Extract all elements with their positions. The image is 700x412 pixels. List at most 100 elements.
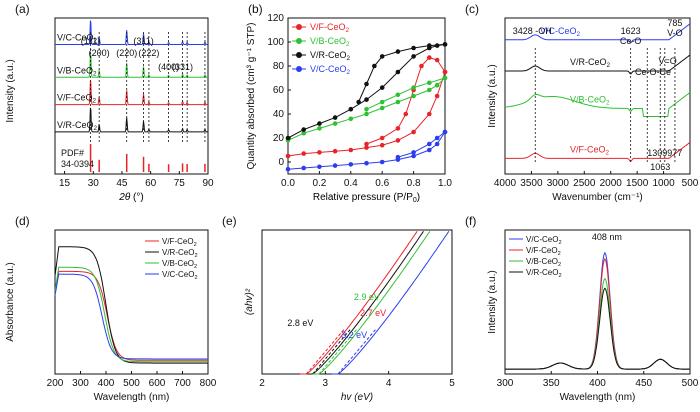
legend-label: V/F-CeO2 <box>162 237 197 248</box>
legend-label: V/R-CeO2 <box>162 248 198 259</box>
data-point <box>427 111 432 117</box>
data-point <box>395 126 401 131</box>
tauc-trace <box>300 231 418 375</box>
series-label: V/B-CeO2 <box>570 94 610 106</box>
x-tick-label: 400 <box>98 378 115 389</box>
data-point <box>356 99 361 105</box>
data-point <box>364 160 369 166</box>
data-point <box>348 106 354 112</box>
x-tick-label: 30 <box>88 178 100 189</box>
x-tick-label: 2000 <box>600 178 623 189</box>
y-axis-label: Quantity absorbed (cm³ g⁻¹ STP) <box>246 23 257 170</box>
plot-frame <box>504 17 691 175</box>
data-point <box>434 57 440 63</box>
data-point <box>348 147 354 153</box>
data-point <box>434 82 440 88</box>
x-tick-label: 1.0 <box>438 178 452 189</box>
bandgap-label: 2.7 eV <box>360 308 386 318</box>
y-axis-label: Absorbance (a.u.) <box>5 262 16 342</box>
data-point <box>427 147 432 153</box>
band-label: Ce-O-Ce <box>635 67 671 77</box>
band-label: Ce-O <box>620 36 642 46</box>
x-axis-label: Relative pressure (P/P0) <box>313 192 420 204</box>
tauc-trace <box>312 231 431 375</box>
x-tick-label: 200 <box>47 378 64 389</box>
x-tick-label: 300 <box>72 378 89 389</box>
y-tick-label: 80 <box>273 61 285 72</box>
x-tick-label: 60 <box>145 178 157 189</box>
peak-label: (200) <box>89 48 110 58</box>
x-tick-label: 15 <box>59 178 71 189</box>
data-point <box>427 141 432 147</box>
plot-frame <box>54 17 209 175</box>
legend-marker <box>296 52 302 58</box>
data-point <box>285 135 291 141</box>
peak-label: (400) <box>158 62 179 72</box>
data-point <box>442 42 448 47</box>
panel-label: (a) <box>15 2 30 16</box>
x-tick-label: 500 <box>682 178 699 189</box>
y-axis-label: Intensity (a.u.) <box>487 270 498 333</box>
x-tick-label: 3 <box>323 378 329 389</box>
data-point <box>301 151 307 156</box>
x-tick-label: 0.0 <box>281 178 295 189</box>
data-point <box>411 150 416 155</box>
desorption-line <box>358 43 446 103</box>
x-tick-label: 2 <box>259 378 265 389</box>
desorption-line <box>366 57 446 145</box>
data-point <box>434 43 440 48</box>
data-point <box>379 135 385 141</box>
data-point <box>301 127 307 132</box>
x-tick-label: 450 <box>635 378 652 389</box>
data-point <box>364 141 369 147</box>
data-point <box>434 135 440 141</box>
x-tick-label: 700 <box>174 378 191 389</box>
x-tick-label: 75 <box>174 178 186 189</box>
x-tick-label: 0.6 <box>375 178 389 189</box>
panel-d: (d) 200 300 400 500 600 700 800 Wavelength (nm) A… <box>5 214 217 403</box>
y-tick-label: 120 <box>267 13 284 24</box>
y-tick-label: 60 <box>273 85 285 96</box>
data-point <box>317 126 322 131</box>
data-point <box>364 106 369 112</box>
data-point <box>379 85 385 90</box>
peak-label: (222) <box>138 48 159 58</box>
x-tick-label: 400 <box>589 378 606 389</box>
ftir-trace <box>504 92 691 117</box>
ftir-trace <box>505 141 691 163</box>
panel-label: (e) <box>222 214 237 228</box>
data-point <box>442 129 448 135</box>
tangent-line <box>305 328 345 375</box>
panel-a: (a) 15 30 45 60 75 90 2θ (°) Intensity (a.u.) V/C… <box>5 2 214 203</box>
data-point <box>332 148 338 154</box>
panel-label: (c) <box>465 2 479 16</box>
x-tick-label: 800 <box>200 378 217 389</box>
band-label: V=O <box>658 56 676 66</box>
x-tick-label: 4 <box>386 378 392 389</box>
data-point <box>442 75 448 81</box>
bandgap-label: 2.9 eV <box>354 292 380 302</box>
x-tick-label: 0.2 <box>312 178 326 189</box>
data-point <box>332 163 338 168</box>
data-point <box>411 129 416 135</box>
data-point <box>332 121 338 126</box>
data-point <box>317 164 322 170</box>
data-point <box>285 153 291 159</box>
x-tick-label: 500 <box>682 378 699 389</box>
data-point <box>285 166 291 172</box>
x-tick-label: 45 <box>116 178 128 189</box>
legend-label: V/C-CeO2 <box>310 64 351 76</box>
x-tick-label: 90 <box>202 178 214 189</box>
data-point <box>348 116 354 122</box>
uv-trace <box>54 273 208 360</box>
plot-frame <box>287 17 446 175</box>
pl-trace <box>505 287 690 370</box>
x-axis-label: Wavelength (nm) <box>560 392 636 403</box>
data-point <box>395 49 401 54</box>
legend-label: V/F-CeO2 <box>526 246 561 257</box>
x-tick-label: 3000 <box>547 178 570 189</box>
data-point <box>442 69 448 75</box>
data-point <box>395 138 401 143</box>
series-label: V/C-CeO2 <box>57 33 98 45</box>
